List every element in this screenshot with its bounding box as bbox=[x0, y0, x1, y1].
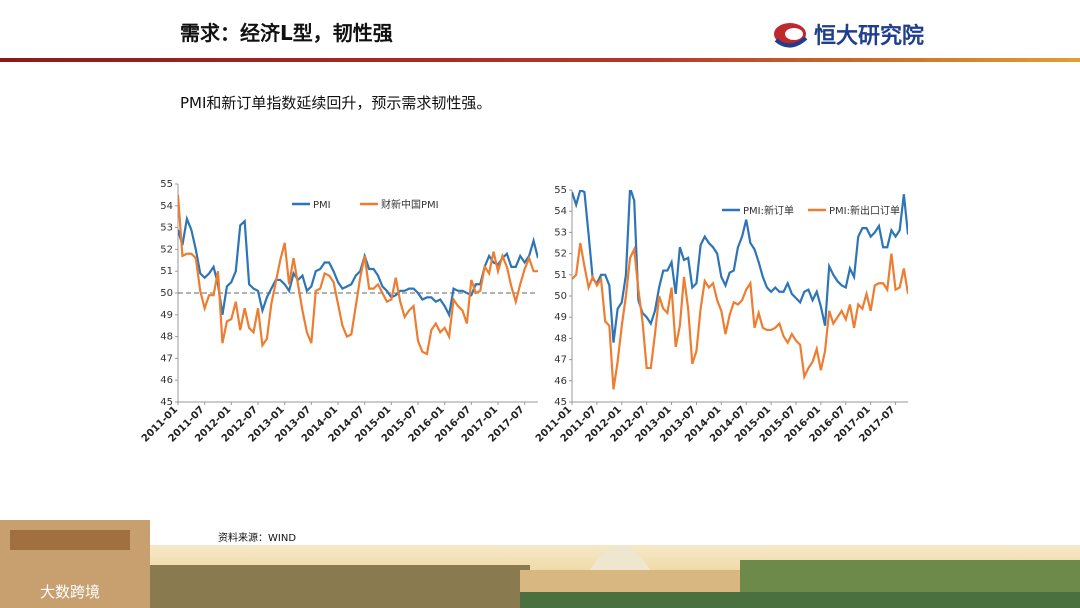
header-rule bbox=[0, 58, 1080, 62]
logo: 恒大研究院 bbox=[774, 23, 924, 49]
y-tick-label: 48 bbox=[160, 332, 173, 343]
watermark: 大数跨境 bbox=[40, 583, 100, 601]
series-line bbox=[572, 242, 908, 390]
legend-label: PMI:新出口订单 bbox=[829, 204, 900, 217]
series-line bbox=[572, 190, 908, 343]
y-tick-label: 52 bbox=[554, 249, 567, 260]
y-tick-label: 55 bbox=[554, 185, 567, 196]
legend-label: PMI bbox=[313, 200, 331, 211]
y-tick-label: 46 bbox=[554, 376, 567, 387]
footer-scenery bbox=[0, 520, 1080, 608]
y-tick-label: 51 bbox=[554, 270, 567, 281]
y-tick-label: 52 bbox=[160, 244, 173, 255]
source: 资料来源：WIND bbox=[218, 531, 296, 544]
legend-label: 财新中国PMI bbox=[381, 198, 439, 211]
y-tick-label: 53 bbox=[554, 227, 567, 238]
y-tick-label: 47 bbox=[160, 353, 173, 364]
plot bbox=[178, 194, 538, 356]
y-tick-label: 46 bbox=[160, 375, 173, 386]
y-tick-label: 50 bbox=[554, 291, 567, 302]
slide-title: 需求：经济L型，韧性强 bbox=[180, 21, 393, 45]
logo-text: 恒大研究院 bbox=[814, 23, 924, 49]
y-tick-label: 55 bbox=[160, 179, 173, 190]
y-tick-label: 49 bbox=[554, 312, 567, 323]
y-tick-label: 45 bbox=[554, 397, 567, 408]
y-tick-label: 49 bbox=[160, 310, 173, 321]
y-tick-label: 54 bbox=[554, 206, 567, 217]
y-tick-label: 45 bbox=[160, 397, 173, 408]
legend-label: PMI:新订单 bbox=[743, 204, 794, 217]
y-tick-label: 54 bbox=[160, 201, 173, 212]
y-tick-label: 51 bbox=[160, 266, 173, 277]
y-tick-label: 50 bbox=[160, 288, 173, 299]
series-line bbox=[178, 214, 538, 319]
y-tick-label: 48 bbox=[554, 333, 567, 344]
series-line bbox=[178, 194, 538, 356]
subtitle: PMI和新订单指数延续回升，预示需求韧性强。 bbox=[180, 94, 491, 112]
y-tick-label: 53 bbox=[160, 223, 173, 234]
plot bbox=[572, 190, 908, 390]
y-tick-label: 47 bbox=[554, 355, 567, 366]
